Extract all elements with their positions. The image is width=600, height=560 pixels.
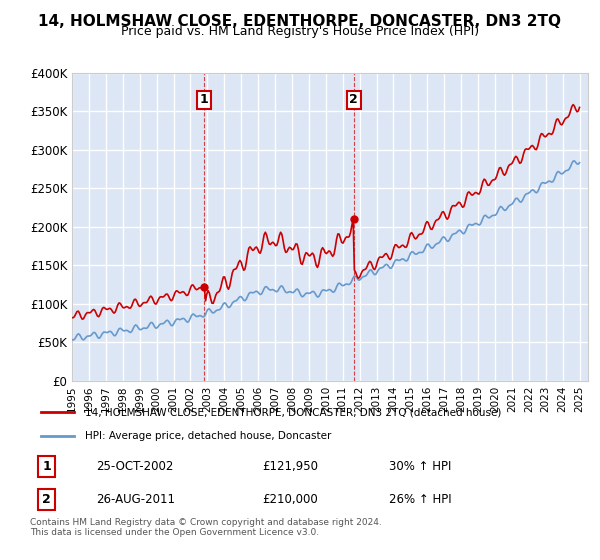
Text: Contains HM Land Registry data © Crown copyright and database right 2024.
This d: Contains HM Land Registry data © Crown c…	[30, 518, 382, 538]
Text: 30% ↑ HPI: 30% ↑ HPI	[389, 460, 451, 473]
Text: 26% ↑ HPI: 26% ↑ HPI	[389, 493, 451, 506]
Text: 25-OCT-2002: 25-OCT-2002	[96, 460, 173, 473]
Text: £121,950: £121,950	[262, 460, 318, 473]
Text: £210,000: £210,000	[262, 493, 317, 506]
Text: 2: 2	[42, 493, 51, 506]
Text: 14, HOLMSHAW CLOSE, EDENTHORPE, DONCASTER, DN3 2TQ: 14, HOLMSHAW CLOSE, EDENTHORPE, DONCASTE…	[38, 14, 562, 29]
Text: 2: 2	[349, 94, 358, 106]
Text: 1: 1	[200, 94, 209, 106]
Text: 26-AUG-2011: 26-AUG-2011	[96, 493, 175, 506]
Text: HPI: Average price, detached house, Doncaster: HPI: Average price, detached house, Donc…	[85, 431, 332, 441]
Text: 1: 1	[42, 460, 51, 473]
Text: Price paid vs. HM Land Registry's House Price Index (HPI): Price paid vs. HM Land Registry's House …	[121, 25, 479, 38]
Text: 14, HOLMSHAW CLOSE, EDENTHORPE, DONCASTER, DN3 2TQ (detached house): 14, HOLMSHAW CLOSE, EDENTHORPE, DONCASTE…	[85, 408, 502, 418]
